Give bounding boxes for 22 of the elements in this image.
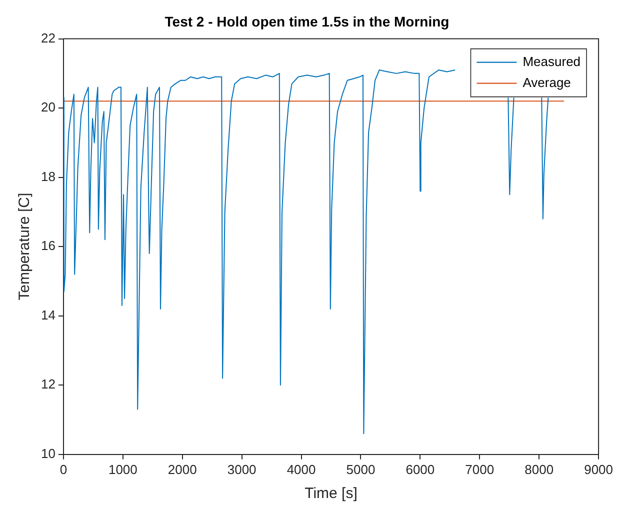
- y-tick-label: 16: [40, 238, 56, 254]
- legend-label: Average: [522, 74, 571, 90]
- x-tick-label: 3000: [227, 462, 256, 477]
- x-tick-label: 6000: [406, 462, 435, 477]
- y-tick-label: 18: [40, 168, 56, 184]
- x-tick-label: 7000: [465, 462, 494, 477]
- x-tick-label: 8000: [524, 462, 554, 477]
- chart-title: Test 2 - Hold open time 1.5s in the Morning: [164, 13, 450, 30]
- x-tick-label: 5000: [346, 462, 376, 477]
- x-tick-label: 1000: [108, 462, 138, 477]
- x-tick-label: 4000: [286, 462, 316, 477]
- y-tick-label: 12: [40, 376, 56, 392]
- x-tick-label: 2000: [168, 462, 197, 477]
- y-tick-label: 20: [40, 100, 56, 115]
- y-axis-title: Temperature [C]: [16, 192, 34, 300]
- x-tick-label: 0: [60, 462, 68, 477]
- x-axis-title: Time [s]: [304, 485, 358, 502]
- legend-label: Measured: [522, 54, 581, 69]
- y-tick-label: 14: [40, 307, 56, 322]
- x-tick-label: 9000: [584, 462, 613, 477]
- y-tick-label: 10: [40, 446, 56, 461]
- y-tick-label: 22: [40, 30, 56, 46]
